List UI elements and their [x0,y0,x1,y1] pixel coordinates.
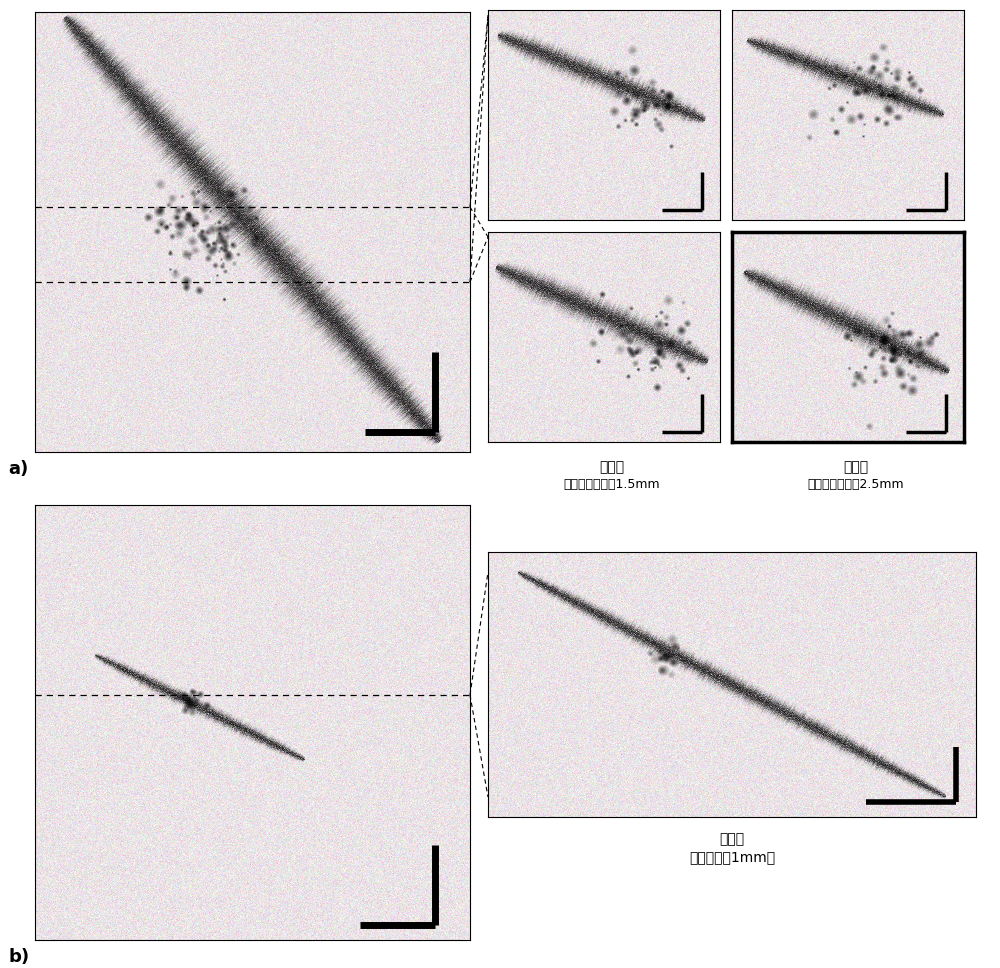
Text: 正视图: 正视图 [719,832,745,846]
Text: a): a) [8,460,28,478]
Text: 正视图: 正视图 [599,460,625,474]
Text: 正视图: 正视图 [843,460,869,474]
Text: 重建间隔大约为1.5mm: 重建间隔大约为1.5mm [564,478,660,491]
Text: 焦点在大约1mm处: 焦点在大约1mm处 [689,850,775,864]
Text: b): b) [8,948,29,966]
Text: 重建间隔大约为2.5mm: 重建间隔大约为2.5mm [808,478,904,491]
